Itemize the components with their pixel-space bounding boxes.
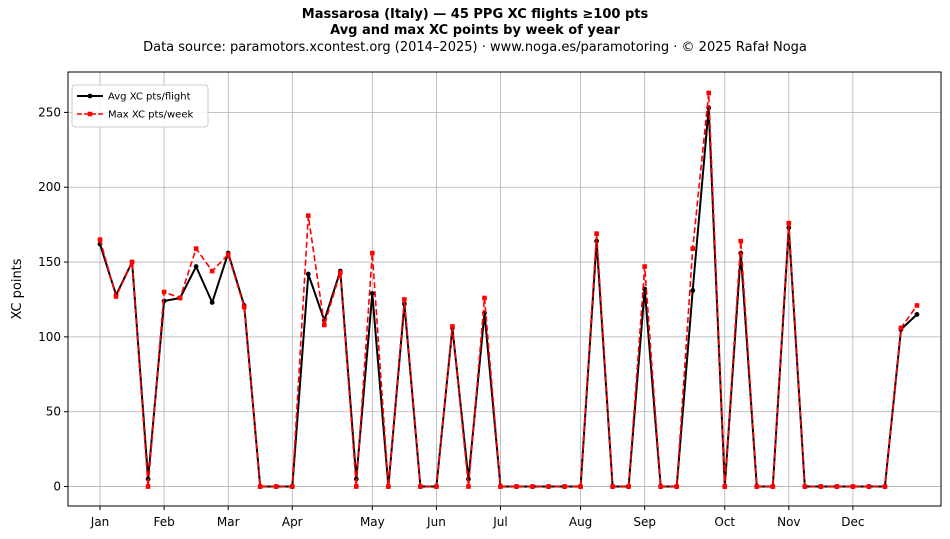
series-max: [97, 90, 920, 489]
data-point: [706, 90, 712, 96]
series-line: [99, 106, 918, 488]
data-point: [225, 252, 231, 257]
title-block: Massarosa (Italy) — 45 PPG XC flights ≥1…: [0, 6, 950, 57]
data-point: [530, 484, 535, 489]
data-point: [257, 484, 263, 489]
data-point: [562, 484, 567, 489]
data-point: [113, 294, 119, 299]
x-tick-label: May: [360, 515, 385, 529]
y-tick-label: 100: [38, 330, 61, 344]
data-point: [129, 259, 135, 265]
data-point: [834, 484, 840, 489]
data-point: [658, 484, 663, 489]
data-point: [209, 300, 215, 305]
y-tick-label: 50: [46, 405, 61, 419]
x-tick-label: Dec: [841, 515, 864, 529]
data-point: [369, 291, 375, 296]
data-point: [770, 484, 776, 489]
legend-item: Avg XC pts/flight: [77, 92, 191, 103]
data-point: [466, 484, 471, 489]
data-point: [145, 484, 151, 489]
data-point: [594, 231, 599, 236]
plot-frame: [67, 71, 942, 507]
data-point: [802, 484, 808, 489]
data-point: [161, 289, 167, 295]
data-point: [626, 484, 631, 489]
data-point: [642, 264, 647, 269]
x-tick-label: Jun: [426, 515, 446, 529]
data-point: [241, 304, 247, 310]
data-point: [754, 484, 760, 489]
data-point: [674, 484, 679, 489]
data-point: [882, 484, 888, 489]
data-point: [914, 312, 920, 317]
data-point: [273, 484, 279, 489]
data-point: [738, 238, 744, 244]
data-point: [386, 484, 391, 489]
legend-label: Avg XC pts/flight: [108, 92, 191, 103]
data-point: [434, 484, 439, 489]
data-point: [370, 250, 375, 256]
chart-title: Massarosa (Italy) — 45 PPG XC flights ≥1…: [301, 7, 649, 22]
data-point: [866, 484, 872, 489]
y-tick-label: 250: [38, 105, 61, 119]
data-point: [305, 213, 311, 218]
x-tick-label: Sep: [633, 515, 656, 529]
data-point: [289, 484, 295, 489]
data-point: [722, 484, 728, 489]
tick-layer: 0 50 100 150 200 250 Jan Feb Mar Apr May Jun Jul Aug S…: [38, 105, 864, 529]
data-layer: [97, 90, 920, 489]
data-point: [578, 484, 583, 489]
data-point: [690, 246, 696, 251]
data-point: [338, 270, 343, 275]
y-tick-label: 150: [38, 255, 61, 269]
data-point: [786, 220, 792, 226]
data-point: [321, 322, 327, 328]
x-tick-label: Nov: [777, 515, 800, 529]
x-tick-label: Apr: [282, 515, 303, 529]
legend: Avg XC pts/flight Max XC pts/week: [71, 84, 209, 128]
legend-item: Max XC pts/week: [77, 110, 193, 121]
grid-layer: [68, 72, 941, 506]
data-point: [450, 324, 455, 329]
data-point: [514, 484, 519, 489]
data-point: [850, 484, 856, 489]
data-point: [482, 295, 487, 301]
legend-swatch-marker: [87, 93, 93, 99]
series-line: [99, 92, 918, 488]
data-point: [193, 264, 199, 269]
x-tick-label: Aug: [569, 515, 592, 529]
chart-source-note: Data source: paramotors.xcontest.org (20…: [143, 40, 807, 55]
data-point: [610, 484, 615, 489]
data-point: [97, 237, 103, 242]
x-tick-label: Oct: [714, 515, 735, 529]
data-point: [354, 484, 359, 489]
x-tick-label: Jul: [492, 515, 507, 529]
legend-label: Max XC pts/week: [108, 110, 193, 121]
data-point: [690, 288, 696, 293]
data-point: [498, 484, 503, 489]
y-axis-label: XC points: [10, 258, 25, 319]
data-point: [898, 325, 904, 331]
data-point: [177, 295, 183, 301]
series-avg: [97, 105, 920, 489]
data-point: [305, 271, 311, 277]
data-point: [546, 484, 551, 489]
chart-subtitle: Avg and max XC points by week of year: [330, 23, 620, 38]
data-point: [418, 484, 423, 489]
y-tick-label: 0: [53, 480, 61, 494]
data-point: [402, 297, 407, 302]
x-tick-label: Mar: [217, 515, 240, 529]
x-tick-label: Feb: [153, 515, 174, 529]
data-point: [193, 246, 199, 251]
legend-box: [71, 84, 209, 128]
x-tick-label: Jan: [90, 515, 110, 529]
data-point: [209, 268, 215, 274]
data-point: [914, 303, 920, 308]
legend-swatch-marker: [87, 111, 93, 117]
data-point: [818, 484, 824, 489]
y-tick-label: 200: [38, 180, 61, 194]
